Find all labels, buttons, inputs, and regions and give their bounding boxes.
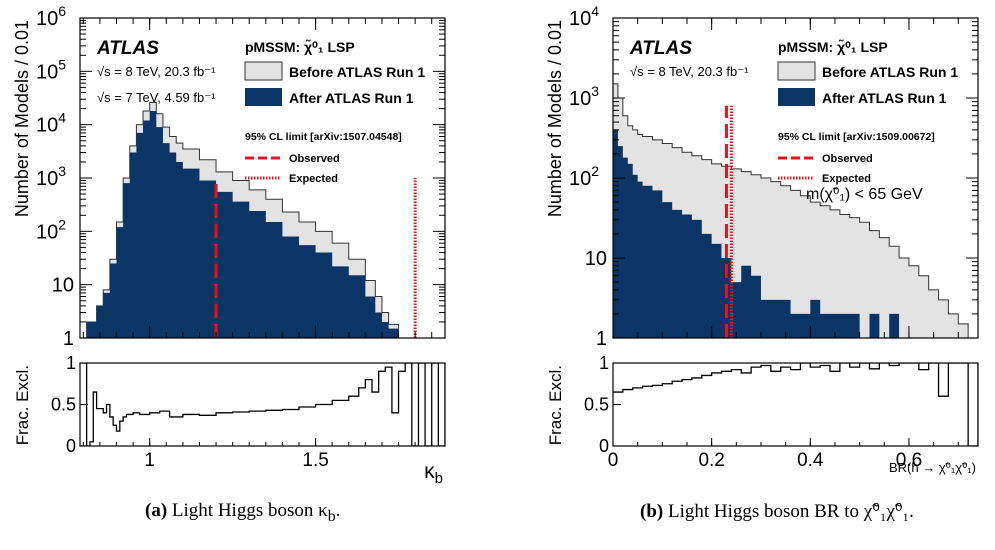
legend-label-expected: Expected — [289, 173, 338, 185]
energy-label: √s = 7 TeV, 4.59 fb⁻¹ — [97, 90, 216, 105]
x-tick-label: 1.5 — [302, 450, 328, 471]
y-tick-exponent: 4 — [58, 110, 66, 126]
y-tick-label: 10 — [52, 275, 74, 297]
y-axis-title: Number of Models / 0.01 — [12, 20, 32, 217]
legend-swatch-before — [777, 61, 816, 81]
mass-annotation: m(χ̃⁰₁) < 65 GeV — [806, 186, 923, 203]
atlas-label: ATLAS — [629, 38, 692, 59]
y-tick-label: 10 — [585, 248, 607, 270]
x-axis-title: BR(h → χ̃⁰₁χ̃⁰₁) — [889, 460, 976, 475]
legend-label-after: After ATLAS Run 1 — [289, 90, 414, 106]
legend-label-expected: Expected — [822, 173, 871, 185]
legend-label-after: After ATLAS Run 1 — [822, 90, 947, 106]
ratio-y-tick-label: 0.5 — [51, 395, 76, 415]
caption-b: (b) Light Higgs boson BR to χ̃⁰₁χ̃⁰₁. — [640, 500, 914, 523]
energy-label: √s = 8 TeV, 20.3 fb⁻¹ — [630, 64, 749, 79]
y-tick-exponent: 5 — [58, 56, 66, 72]
y-tick-label: 104 — [569, 3, 599, 30]
y-axis-title: Number of Models / 0.01 — [545, 20, 565, 217]
chart-panel-b: 1 10 102 103 104 0 0.2 0.4 0.6 0 0.5 1 Number of Mod… — [545, 3, 979, 475]
y-tick-label: 1 — [63, 328, 74, 350]
y-tick-exponent: 3 — [591, 83, 599, 99]
limit-reference: 95% CL limit [arXiv:1509.00672] — [778, 131, 935, 143]
series-after-area — [613, 129, 974, 338]
legend-label-before: Before ATLAS Run 1 — [289, 64, 425, 80]
ratio-line — [613, 363, 978, 446]
x-tick-label: 0 — [608, 450, 619, 471]
ratio-line — [83, 363, 445, 446]
ratio-y-axis-title: Frac. Excl. — [546, 365, 565, 445]
y-tick-exponent: 6 — [58, 3, 66, 19]
x-axis-title-sub: b — [435, 470, 443, 487]
x-tick-label: 1 — [144, 450, 155, 471]
y-tick-exponent: 3 — [58, 163, 66, 179]
ratio-frame — [612, 362, 979, 447]
y-tick-exponent: 4 — [591, 3, 599, 19]
caption-b-text: Light Higgs boson BR to χ̃⁰₁χ̃⁰₁. — [667, 501, 914, 522]
caption-a: (a) Light Higgs boson κb. — [145, 500, 340, 526]
y-tick-label: 103 — [36, 163, 66, 190]
y-tick-label: 102 — [569, 163, 599, 190]
legend-label-before: Before ATLAS Run 1 — [822, 64, 958, 80]
y-tick-label: 103 — [569, 83, 599, 110]
x-axis-title: κb — [424, 460, 443, 487]
caption-b-label: (b) — [640, 501, 664, 522]
legend-label-observed: Observed — [289, 153, 340, 165]
y-tick-label: 104 — [36, 110, 66, 137]
legend-swatch-after — [245, 88, 282, 106]
plot-area — [613, 83, 974, 338]
caption-a-text: Light Higgs boson κ — [171, 500, 328, 521]
x-tick-label: 0.4 — [797, 450, 824, 471]
caption-a-sub: b — [327, 507, 336, 525]
y-tick-label: 102 — [36, 216, 66, 243]
legend-label-observed: Observed — [822, 153, 873, 165]
legend-swatch-after — [778, 88, 815, 106]
ratio-plot — [613, 363, 978, 446]
model-label: pMSSM: χ̃⁰₁ LSP — [245, 38, 355, 55]
x-tick-label: 0.6 — [896, 450, 922, 471]
ratio-y-axis-title: Frac. Excl. — [13, 365, 32, 445]
legend-swatch-before — [244, 61, 283, 81]
energy-label: √s = 8 TeV, 20.3 fb⁻¹ — [97, 64, 216, 79]
caption-a-suffix: . — [335, 500, 341, 521]
ratio-plot — [83, 363, 445, 446]
y-tick-exponent: 2 — [58, 216, 66, 232]
ratio-y-tick-label: 0 — [66, 436, 76, 456]
y-tick-label: 106 — [36, 3, 66, 30]
caption-a-label: (a) — [145, 500, 168, 521]
limit-reference: 95% CL limit [arXiv:1507.04548] — [245, 131, 402, 143]
model-label: pMSSM: χ̃⁰₁ LSP — [778, 38, 888, 55]
series-after-area — [86, 111, 409, 338]
ratio-y-tick-label: 1 — [66, 353, 76, 373]
atlas-label: ATLAS — [96, 38, 159, 59]
plot-area — [86, 102, 417, 338]
ratio-y-tick-label: 0.5 — [584, 395, 609, 415]
ratio-y-tick-label: 0 — [599, 436, 609, 456]
chart-panel-a: 1 10 102 103 104 105 106 1 1.5 0 0.5 1 Number of Mod… — [12, 3, 446, 487]
x-tick-label: 0.2 — [698, 450, 724, 471]
y-tick-exponent: 2 — [591, 163, 599, 179]
ratio-y-tick-label: 1 — [599, 353, 609, 373]
y-tick-label: 1 — [596, 328, 607, 350]
y-tick-label: 105 — [36, 56, 66, 83]
ratio-frame — [79, 362, 446, 447]
